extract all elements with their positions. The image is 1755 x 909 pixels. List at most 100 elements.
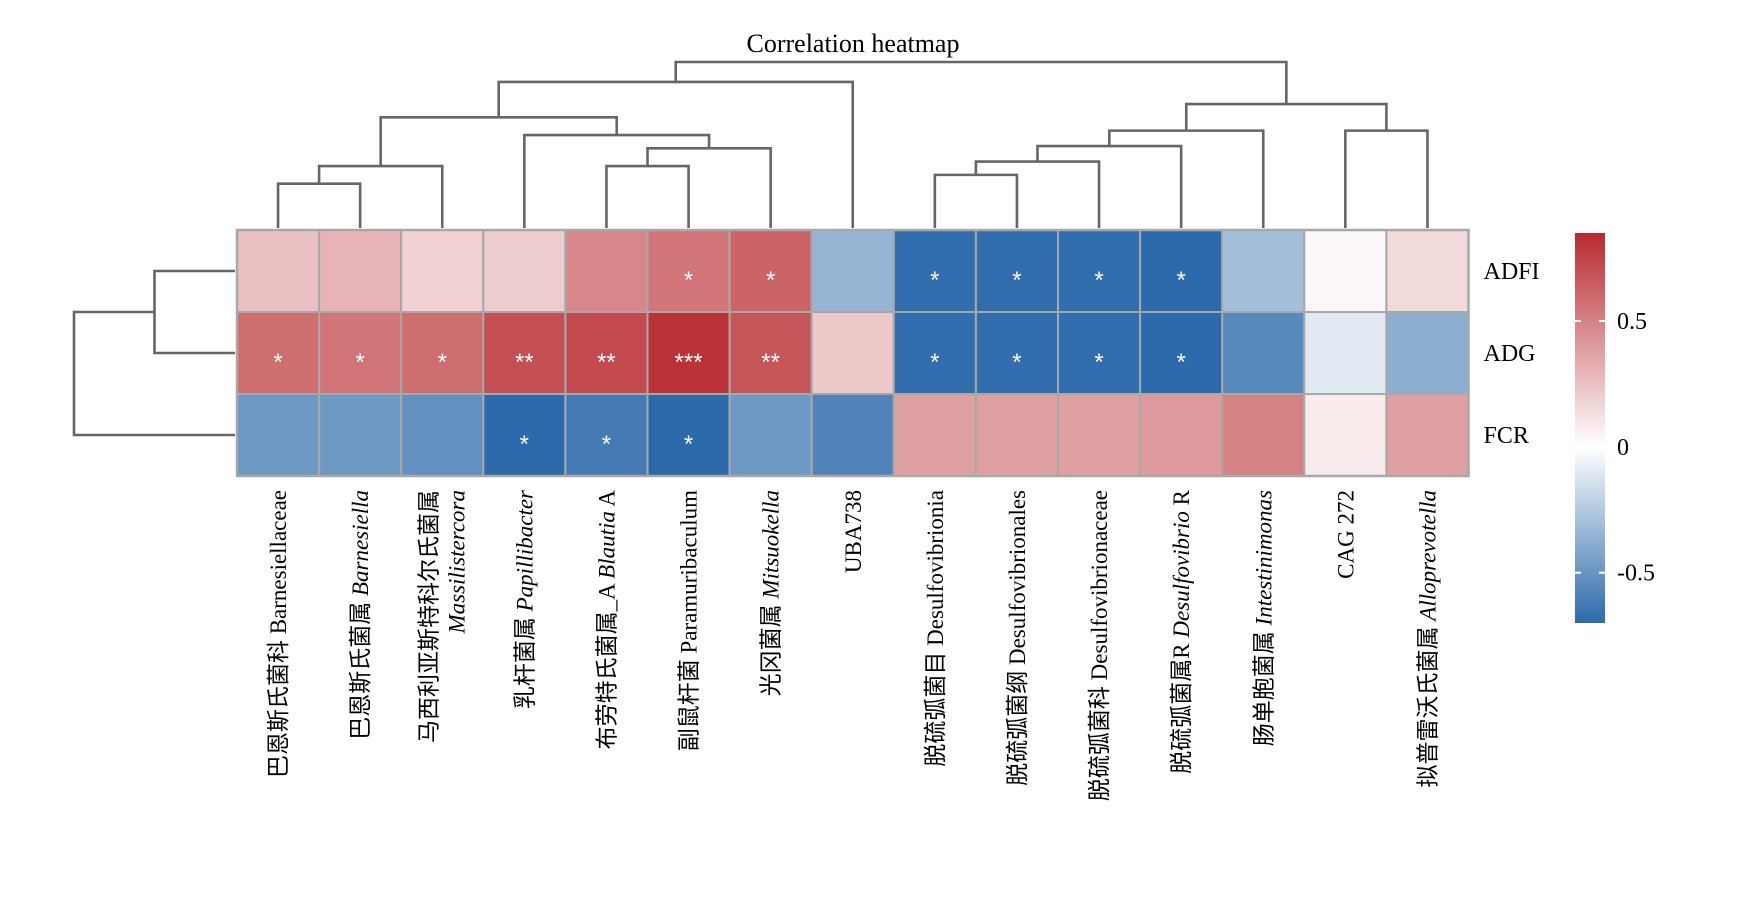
column-label: 乳杆菌属 Papillibacter — [512, 489, 537, 709]
column-label: 脱硫弧菌属R Desulfovibrio R — [1169, 489, 1194, 773]
heatmap-cell — [236, 393, 321, 477]
column-label: 马西利亚斯特科尔氏菌属 Massilistercora — [416, 490, 469, 743]
heatmap-cell — [646, 393, 731, 477]
significance-mark: * — [520, 431, 529, 458]
heatmap-cells — [235, 228, 1470, 478]
dendrogram-branch — [933, 173, 1019, 228]
dendrogram-branch — [317, 164, 444, 228]
column-label-line: 布劳特氏菌属_A Blautia A — [594, 490, 619, 750]
heatmap-cell — [1303, 311, 1388, 395]
dendrogram-branch — [379, 116, 619, 167]
heatmap-cell — [1057, 393, 1142, 477]
heatmap-cell — [1385, 229, 1470, 313]
column-label-line: 副鼠杆菌 Paramuribaculum — [677, 490, 702, 751]
significance-mark: * — [1012, 349, 1021, 376]
heatmap-cell — [974, 229, 1060, 313]
column-label: UBA738 — [841, 490, 866, 573]
dendrogram-branch — [974, 160, 1101, 228]
column-label-line: Massilistercora — [444, 490, 469, 635]
column-label: 巴恩斯氏菌属 Barnesiella — [348, 490, 373, 740]
dendrogram-branch — [72, 310, 235, 437]
color-legend: 0.5 0 -0.5 — [1575, 233, 1655, 623]
heatmap-cell — [400, 393, 485, 477]
heatmap-cell — [1303, 229, 1388, 313]
chart-title: Correlation heatmap — [747, 29, 960, 58]
heatmap-cell — [1139, 393, 1224, 477]
heatmap-cell — [892, 393, 977, 477]
column-label: 巴恩斯氏菌科 Barnesiellaceae — [266, 490, 291, 778]
heatmap-cell — [728, 393, 813, 477]
heatmap-cell — [482, 311, 567, 395]
column-label: 脱硫弧菌纲 Desulfovibrionales — [1005, 490, 1030, 786]
significance-mark: * — [1012, 267, 1021, 294]
significance-mark: * — [602, 431, 611, 458]
row-labels: ADFI ADG FCR — [1484, 259, 1540, 449]
heatmap-cell — [1385, 393, 1470, 477]
heatmap-cell — [810, 229, 895, 313]
significance-mark: ** — [597, 349, 616, 376]
heatmap-cell — [974, 393, 1060, 477]
heatmap-cell — [482, 393, 567, 477]
column-dendrogram — [276, 60, 1429, 228]
heatmap-cell — [564, 229, 649, 313]
heatmap-cell — [318, 393, 403, 477]
heatmap-cell — [400, 311, 485, 395]
column-label-line: 乳杆菌属 Papillibacter — [512, 489, 537, 709]
heatmap-cell — [810, 311, 895, 395]
heatmap-cell — [564, 393, 649, 477]
heatmap-cell — [1303, 393, 1388, 477]
heatmap-cell — [1221, 393, 1306, 477]
significance-mark: ** — [761, 349, 780, 376]
color-legend-tick-label: 0 — [1617, 435, 1629, 461]
column-label-line: 马西利亚斯特科尔氏菌属 — [416, 490, 441, 743]
significance-mark: * — [1094, 267, 1103, 294]
column-label-line: UBA738 — [841, 490, 866, 573]
column-label: CAG 272 — [1333, 490, 1358, 579]
significance-mark: * — [438, 349, 447, 376]
significance-mark: * — [684, 431, 693, 458]
column-label-line: 脱硫弧菌纲 Desulfovibrionales — [1005, 490, 1030, 786]
column-label-line: 肠单胞菌属 Intestinimonas — [1251, 490, 1276, 746]
column-label-line: 脱硫弧菌目 Desulfovibrionia — [923, 490, 948, 767]
dendrogram-branch — [1036, 144, 1183, 228]
column-label-line: 巴恩斯氏菌属 Barnesiella — [348, 490, 373, 740]
significance-mark: * — [273, 349, 282, 376]
heatmap-cell — [1221, 229, 1306, 313]
row-label: ADFI — [1484, 259, 1540, 285]
significance-mark: * — [355, 349, 364, 376]
row-dendrogram — [72, 269, 235, 437]
dendrogram-branch — [646, 147, 772, 228]
dendrogram-branch — [276, 182, 362, 228]
column-label: 拟普雷沃氏菌属 Alloprevotella — [1415, 490, 1440, 787]
column-label-line: 脱硫弧菌科 Desulfovibrionaceae — [1087, 490, 1112, 801]
column-label: 脱硫弧菌科 Desulfovibrionaceae — [1087, 490, 1112, 801]
heatmap-cell — [810, 393, 895, 477]
heatmap-cell — [646, 229, 731, 313]
color-legend-tick-label: 0.5 — [1617, 309, 1647, 335]
significance-mark: * — [766, 267, 775, 294]
significance-mark: * — [1176, 267, 1185, 294]
significance-marks: * * * * * ** * * ** ** *** ** * * * ** * * — [273, 267, 1185, 458]
column-label-line: 巴恩斯氏菌科 Barnesiellaceae — [266, 490, 291, 778]
column-label-line: 脱硫弧菌属R Desulfovibrio R — [1169, 489, 1194, 773]
dendrogram-branch — [674, 60, 1288, 105]
color-legend-ticks: 0.5 0 -0.5 — [1575, 309, 1655, 587]
column-labels: 巴恩斯氏菌科 Barnesiellaceae 巴恩斯氏菌属 Barnesiella… — [266, 489, 1440, 801]
heatmap-cell — [646, 311, 731, 395]
heatmap-cell — [400, 229, 485, 313]
significance-mark: * — [1094, 349, 1103, 376]
significance-mark: * — [930, 349, 939, 376]
dendrogram-branch — [605, 164, 690, 228]
row-label: FCR — [1484, 423, 1529, 449]
heatmap-cell — [564, 311, 649, 395]
heatmap-cell — [1385, 311, 1470, 395]
heatmap-cell — [236, 229, 321, 313]
column-label-line: CAG 272 — [1333, 490, 1358, 579]
column-label: 肠单胞菌属 Intestinimonas — [1251, 490, 1276, 746]
heatmap-cell — [318, 229, 403, 313]
column-label: 布劳特氏菌属_A Blautia A — [594, 490, 619, 750]
significance-mark: ** — [515, 349, 534, 376]
column-label: 脱硫弧菌目 Desulfovibrionia — [923, 490, 948, 767]
heatmap-cell — [1221, 311, 1306, 395]
